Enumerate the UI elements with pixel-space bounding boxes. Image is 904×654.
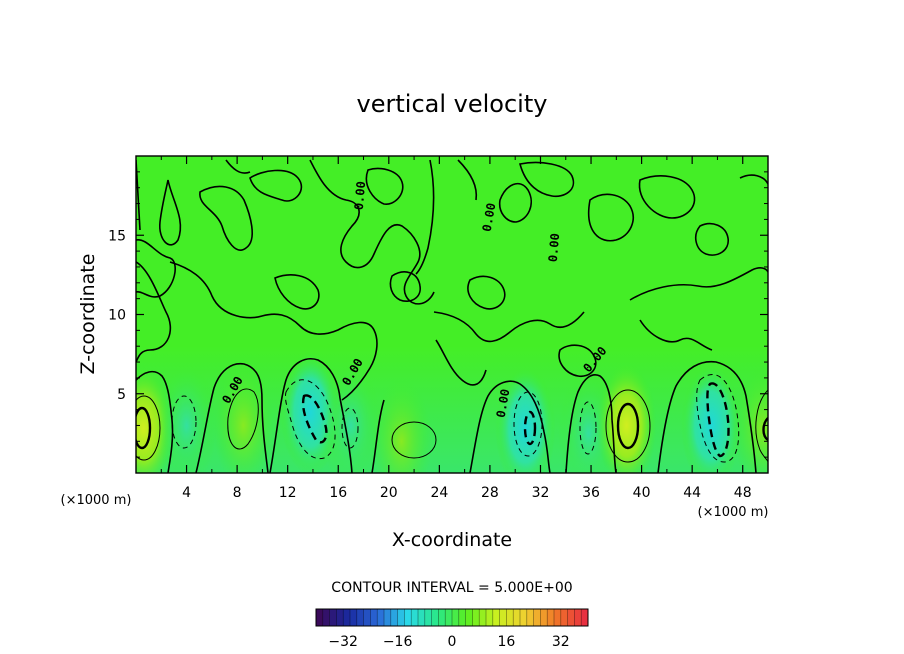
contour-interval-text: CONTOUR INTERVAL = 5.000E+00 xyxy=(331,580,572,596)
colorbar-cell xyxy=(363,609,371,626)
colorbar-tick-label: −16 xyxy=(383,634,413,650)
x-tick-label: 32 xyxy=(532,485,550,501)
negative-contours xyxy=(171,374,740,463)
updraft-shading xyxy=(596,363,657,473)
colorbar-cell xyxy=(479,609,487,626)
colorbar-cell xyxy=(560,609,568,626)
x-tick-label: 20 xyxy=(380,485,398,501)
colorbar-cell xyxy=(384,609,392,626)
colorbar-tick-label: 16 xyxy=(497,634,515,650)
contour-label: 0.00 xyxy=(494,388,513,419)
colorbar-cell xyxy=(322,609,330,626)
negative-contours-strong xyxy=(301,382,730,458)
colorbar-cell xyxy=(506,609,514,626)
colorbar-cell xyxy=(411,609,419,626)
colorbar-cell xyxy=(574,609,582,626)
y-tick-label: 10 xyxy=(108,308,126,324)
colorbar-cell xyxy=(567,609,575,626)
positive-contours-strong xyxy=(136,402,768,450)
x-tick-label: 48 xyxy=(734,485,752,501)
colorbar xyxy=(316,609,589,626)
colorbar-cell xyxy=(520,609,528,626)
chart-title: vertical velocity xyxy=(357,90,548,118)
downdraft-shading xyxy=(495,366,556,473)
x-tick-label: 16 xyxy=(329,485,347,501)
y-axis-ticks: 5 10 15 xyxy=(108,171,768,458)
colorbar-cell xyxy=(336,609,344,626)
x-axis-unit: (×1000 m) xyxy=(698,505,769,520)
colorbar-cell xyxy=(397,609,405,626)
y-axis-label: Z-coordinate xyxy=(77,254,99,375)
updraft-shading xyxy=(371,379,432,473)
colorbar-cell xyxy=(424,609,432,626)
colorbar-tick-label: −32 xyxy=(328,634,358,650)
colorbar-cell xyxy=(465,609,473,626)
colorbar-cell xyxy=(513,609,521,626)
colorbar-cell xyxy=(526,609,534,626)
colorbar-cell xyxy=(370,609,378,626)
colorbar-cell xyxy=(452,609,460,626)
colorbar-cell xyxy=(445,609,453,626)
colorbar-cell xyxy=(343,609,351,626)
x-tick-label: 44 xyxy=(683,485,701,501)
cell-boundaries xyxy=(136,358,757,473)
colorbar-cell xyxy=(554,609,562,626)
x-tick-label: 12 xyxy=(279,485,297,501)
x-axis-label: X-coordinate xyxy=(392,529,512,551)
colorbar-ticks: −32 −16 0 16 32 xyxy=(328,634,569,650)
colorbar-cell xyxy=(356,609,364,626)
downdraft-shading xyxy=(320,363,381,473)
colorbar-cell xyxy=(431,609,439,626)
colorbar-cell xyxy=(492,609,500,626)
updraft-shading xyxy=(213,363,274,473)
colorbar-tick-label: 0 xyxy=(448,634,457,650)
contour-label: 0.00 xyxy=(546,233,562,263)
x-axis-ticks: 4 8 12 16 20 24 28 32 36 40 44 48 xyxy=(160,156,752,501)
colorbar-cell xyxy=(458,609,466,626)
x-tick-label: 28 xyxy=(481,485,499,501)
x-tick-label: 8 xyxy=(233,485,242,501)
colorbar-cell xyxy=(404,609,412,626)
downdraft-shading xyxy=(681,363,742,473)
colorbar-cell xyxy=(547,609,555,626)
colorbar-cell xyxy=(486,609,494,626)
colorbar-cell xyxy=(329,609,337,626)
plot-area: 0.00 0.00 0.00 0.00 0.00 0.00 0.00 xyxy=(136,156,768,473)
x-tick-label: 40 xyxy=(633,485,651,501)
colorbar-cell xyxy=(350,609,358,626)
colorbar-cell xyxy=(472,609,480,626)
colorbar-cell xyxy=(377,609,385,626)
velocity-shading xyxy=(136,350,768,473)
x-tick-label: 4 xyxy=(182,485,191,501)
colorbar-cell xyxy=(316,609,324,626)
colorbar-cell xyxy=(540,609,548,626)
colorbar-cell xyxy=(533,609,541,626)
contour-label: 0.00 xyxy=(480,202,499,233)
contour-label: 0.00 xyxy=(352,181,368,211)
y-tick-label: 5 xyxy=(117,387,126,403)
positive-contours xyxy=(136,388,768,463)
colorbar-tick-label: 32 xyxy=(552,634,570,650)
colorbar-cell xyxy=(390,609,398,626)
x-tick-label: 24 xyxy=(430,485,448,501)
colorbar-cell xyxy=(438,609,446,626)
y-axis-unit: (×1000 m) xyxy=(61,493,132,508)
x-tick-label: 36 xyxy=(582,485,600,501)
colorbar-cell xyxy=(581,609,589,626)
colorbar-frame xyxy=(315,608,589,627)
colorbar-cell xyxy=(418,609,426,626)
colorbar-cell xyxy=(499,609,507,626)
y-tick-label: 15 xyxy=(108,228,126,244)
